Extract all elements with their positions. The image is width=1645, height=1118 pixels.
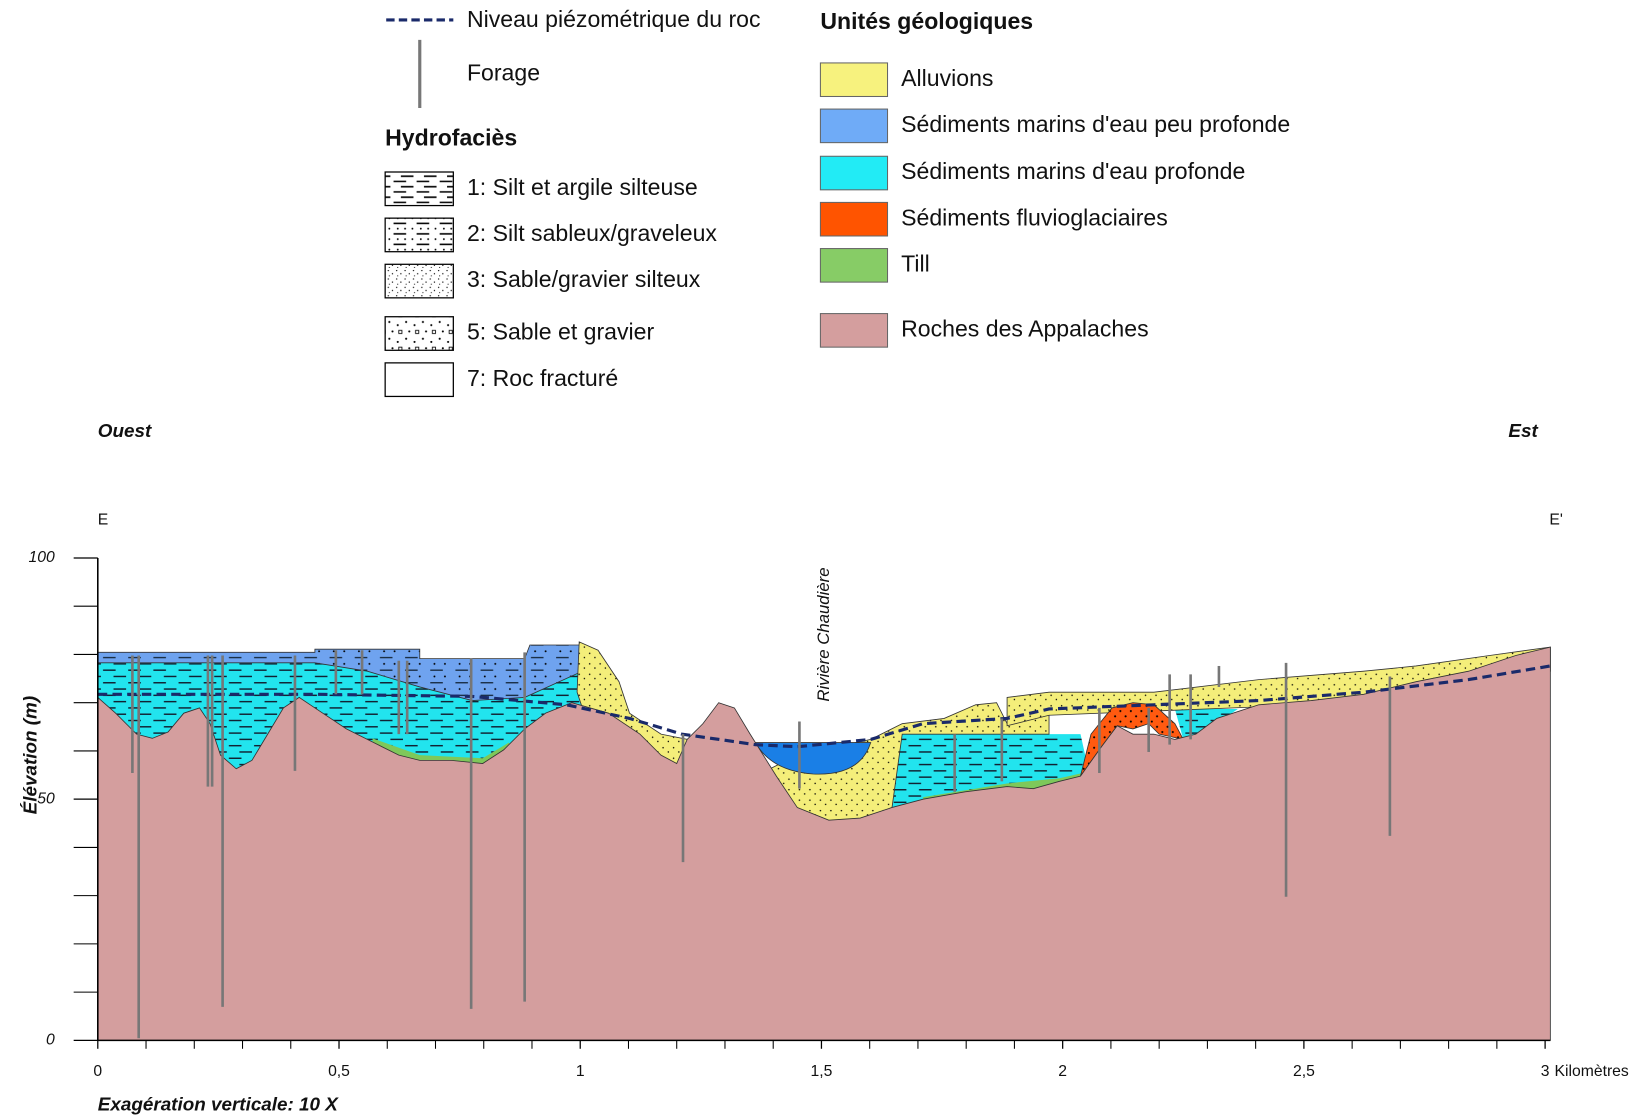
hydrofacies-swatch	[385, 317, 453, 351]
legend-label: Forage	[467, 60, 540, 86]
hydrofacies-legend: 1: Silt et argile silteuse 2: Silt sableu…	[385, 172, 717, 396]
hydrofacies-swatch	[385, 218, 453, 252]
units-legend: Alluvions Sédiments marins d'eau peu prof…	[820, 63, 1290, 347]
y-tick-label: 0	[46, 1032, 55, 1049]
hydrofacies-swatch	[385, 172, 453, 206]
exaggeration-note: Exagération verticale: 10 X	[98, 1093, 339, 1114]
east-label: Est	[1508, 420, 1538, 441]
geology	[98, 642, 1551, 1041]
river-label: Rivière Chaudière	[814, 567, 833, 701]
legend-label: 7: Roc fracturé	[467, 365, 618, 391]
x-tick-label: 2,5	[1293, 1063, 1315, 1080]
cross-section-figure: Niveau piézométrique du roc Forage Hydro…	[0, 0, 1645, 1118]
legend-label: 5: Sable et gravier	[467, 319, 654, 345]
section-end: E'	[1549, 511, 1562, 528]
legend-heading: Unités géologiques	[820, 8, 1033, 34]
legend-label: Sédiments marins d'eau peu profonde	[901, 111, 1290, 137]
legend-label: Sédiments fluvioglaciaires	[901, 204, 1168, 230]
section-start: E	[98, 511, 108, 528]
y-tick-label: 100	[29, 549, 55, 566]
x-tick-label: 2	[1058, 1063, 1067, 1080]
hydrofacies-swatch	[385, 363, 453, 397]
unit-swatch	[820, 109, 887, 143]
legend-label: 3: Sable/gravier silteux	[467, 266, 701, 292]
legend-label: Roches des Appalaches	[901, 315, 1148, 341]
legend-label: Niveau piézométrique du roc	[467, 6, 761, 32]
unit-swatch	[820, 202, 887, 236]
x-tick-label: 0	[93, 1063, 102, 1080]
legend-label: Till	[901, 250, 930, 276]
x-tick-label: 1,5	[811, 1063, 833, 1080]
unit-swatch	[820, 314, 887, 348]
unit-swatch	[820, 249, 887, 283]
unit-swatch	[820, 156, 887, 190]
hydrofacies-swatch	[385, 264, 453, 298]
legend-label: 1: Silt et argile silteuse	[467, 174, 698, 200]
unit-swatch	[820, 63, 887, 97]
west-label: Ouest	[98, 420, 152, 441]
legend-label: Sédiments marins d'eau profonde	[901, 158, 1245, 184]
legend-label: 2: Silt sableux/graveleux	[467, 220, 717, 246]
x-tick-label: 3	[1541, 1063, 1550, 1080]
y-axis-title: Élévation (m)	[20, 696, 41, 814]
legend-label: Alluvions	[901, 65, 993, 91]
legend-heading: Hydrofaciès	[385, 125, 517, 151]
x-tick-label: 1	[576, 1063, 585, 1080]
x-axis-unit: Kilomètres	[1555, 1063, 1629, 1080]
x-tick-label: 0,5	[328, 1063, 350, 1080]
